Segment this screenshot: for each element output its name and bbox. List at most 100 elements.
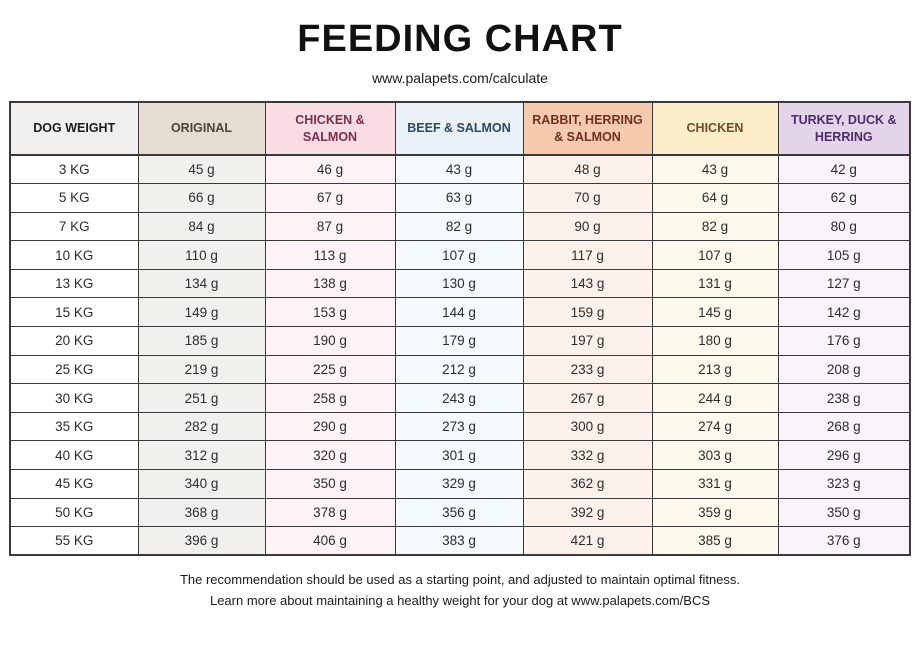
feeding-table: DOG WEIGHT ORIGINAL CHICKEN & SALMON BEEF &… [9,101,911,557]
weight-cell: 50 KG [9,497,139,528]
table-row: 15 KG 149 g 153 g 144 g 159 g 145 g 142 g [9,297,911,328]
value-cell-chicken-salmon: 87 g [264,211,396,242]
value-cell-original: 45 g [137,154,266,185]
value-cell-original: 368 g [137,497,266,528]
value-cell-turkey-duck-herring: 376 g [777,526,911,556]
value-cell-chicken-salmon: 290 g [264,411,396,442]
value-cell-turkey-duck-herring: 268 g [777,411,911,442]
value-cell-rabbit-herring-salmon: 159 g [522,297,653,328]
value-cell-original: 66 g [137,183,266,213]
footer-note: The recommendation should be used as a s… [0,569,920,611]
value-cell-chicken-salmon: 258 g [264,383,396,413]
value-cell-beef-salmon: 329 g [394,469,524,499]
value-cell-beef-salmon: 243 g [394,383,524,413]
weight-cell: 55 KG [9,526,139,556]
value-cell-chicken-salmon: 350 g [264,469,396,499]
value-cell-turkey-duck-herring: 176 g [777,326,911,356]
value-cell-beef-salmon: 179 g [394,326,524,356]
value-cell-chicken: 385 g [651,526,779,556]
value-cell-rabbit-herring-salmon: 90 g [522,211,653,242]
value-cell-original: 110 g [137,240,266,270]
table-row: 25 KG 219 g 225 g 212 g 233 g 213 g 208 g [9,354,911,385]
value-cell-beef-salmon: 82 g [394,211,524,242]
column-header-turkey-duck-herring: TURKEY, DUCK & HERRING [777,101,911,156]
value-cell-chicken: 180 g [651,326,779,356]
value-cell-rabbit-herring-salmon: 421 g [522,526,653,556]
value-cell-beef-salmon: 301 g [394,440,524,471]
page-title: FEEDING CHART [297,18,623,60]
value-cell-turkey-duck-herring: 127 g [777,268,911,299]
table-row: 55 KG 396 g 406 g 383 g 421 g 385 g 376 g [9,526,911,556]
table-row: 13 KG 134 g 138 g 130 g 143 g 131 g 127 g [9,268,911,299]
table-row: 5 KG 66 g 67 g 63 g 70 g 64 g 62 g [9,183,911,213]
table-row: 35 KG 282 g 290 g 273 g 300 g 274 g 268 g [9,411,911,442]
value-cell-beef-salmon: 107 g [394,240,524,270]
value-cell-turkey-duck-herring: 238 g [777,383,911,413]
value-cell-beef-salmon: 383 g [394,526,524,556]
table-row: 7 KG 84 g 87 g 82 g 90 g 82 g 80 g [9,211,911,242]
table-header-row: DOG WEIGHT ORIGINAL CHICKEN & SALMON BEEF &… [9,101,911,156]
value-cell-original: 185 g [137,326,266,356]
value-cell-original: 84 g [137,211,266,242]
value-cell-original: 312 g [137,440,266,471]
value-cell-rabbit-herring-salmon: 267 g [522,383,653,413]
value-cell-turkey-duck-herring: 208 g [777,354,911,385]
value-cell-original: 340 g [137,469,266,499]
weight-cell: 15 KG [9,297,139,328]
value-cell-chicken-salmon: 138 g [264,268,396,299]
value-cell-rabbit-herring-salmon: 117 g [522,240,653,270]
value-cell-chicken: 131 g [651,268,779,299]
value-cell-beef-salmon: 63 g [394,183,524,213]
value-cell-chicken-salmon: 320 g [264,440,396,471]
footer-line-2: Learn more about maintaining a healthy w… [209,593,711,609]
value-cell-chicken-salmon: 153 g [264,297,396,328]
value-cell-chicken: 331 g [651,469,779,499]
value-cell-rabbit-herring-salmon: 362 g [522,469,653,499]
value-cell-chicken-salmon: 406 g [264,526,396,556]
value-cell-original: 134 g [137,268,266,299]
weight-cell: 20 KG [9,326,139,356]
value-cell-chicken-salmon: 67 g [264,183,396,213]
footer-line-1: The recommendation should be used as a s… [179,572,741,588]
weight-cell: 10 KG [9,240,139,270]
value-cell-rabbit-herring-salmon: 48 g [522,154,653,185]
table-row: 40 KG 312 g 320 g 301 g 332 g 303 g 296 g [9,440,911,471]
weight-cell: 13 KG [9,268,139,299]
value-cell-beef-salmon: 130 g [394,268,524,299]
column-header-original: ORIGINAL [137,101,266,156]
weight-cell: 5 KG [9,183,139,213]
value-cell-turkey-duck-herring: 42 g [777,154,911,185]
column-header-chicken: CHICKEN [651,101,779,156]
value-cell-chicken: 359 g [651,497,779,528]
table-row: 3 KG 45 g 46 g 43 g 48 g 43 g 42 g [9,154,911,185]
weight-cell: 25 KG [9,354,139,385]
value-cell-turkey-duck-herring: 62 g [777,183,911,213]
value-cell-turkey-duck-herring: 296 g [777,440,911,471]
column-header-beef-salmon: BEEF & SALMON [394,101,524,156]
value-cell-turkey-duck-herring: 323 g [777,469,911,499]
value-cell-chicken: 145 g [651,297,779,328]
weight-cell: 40 KG [9,440,139,471]
value-cell-rabbit-herring-salmon: 70 g [522,183,653,213]
value-cell-chicken-salmon: 113 g [264,240,396,270]
value-cell-original: 282 g [137,411,266,442]
weight-cell: 35 KG [9,411,139,442]
column-header-chicken-salmon: CHICKEN & SALMON [264,101,396,156]
value-cell-rabbit-herring-salmon: 332 g [522,440,653,471]
table-row: 50 KG 368 g 378 g 356 g 392 g 359 g 350 g [9,497,911,528]
value-cell-rabbit-herring-salmon: 300 g [522,411,653,442]
value-cell-chicken-salmon: 378 g [264,497,396,528]
value-cell-chicken: 244 g [651,383,779,413]
value-cell-turkey-duck-herring: 142 g [777,297,911,328]
value-cell-chicken-salmon: 190 g [264,326,396,356]
value-cell-turkey-duck-herring: 350 g [777,497,911,528]
calculator-url: www.palapets.com/calculate [372,70,548,86]
weight-cell: 3 KG [9,154,139,185]
value-cell-chicken: 43 g [651,154,779,185]
value-cell-beef-salmon: 43 g [394,154,524,185]
value-cell-beef-salmon: 212 g [394,354,524,385]
value-cell-beef-salmon: 356 g [394,497,524,528]
value-cell-chicken: 274 g [651,411,779,442]
